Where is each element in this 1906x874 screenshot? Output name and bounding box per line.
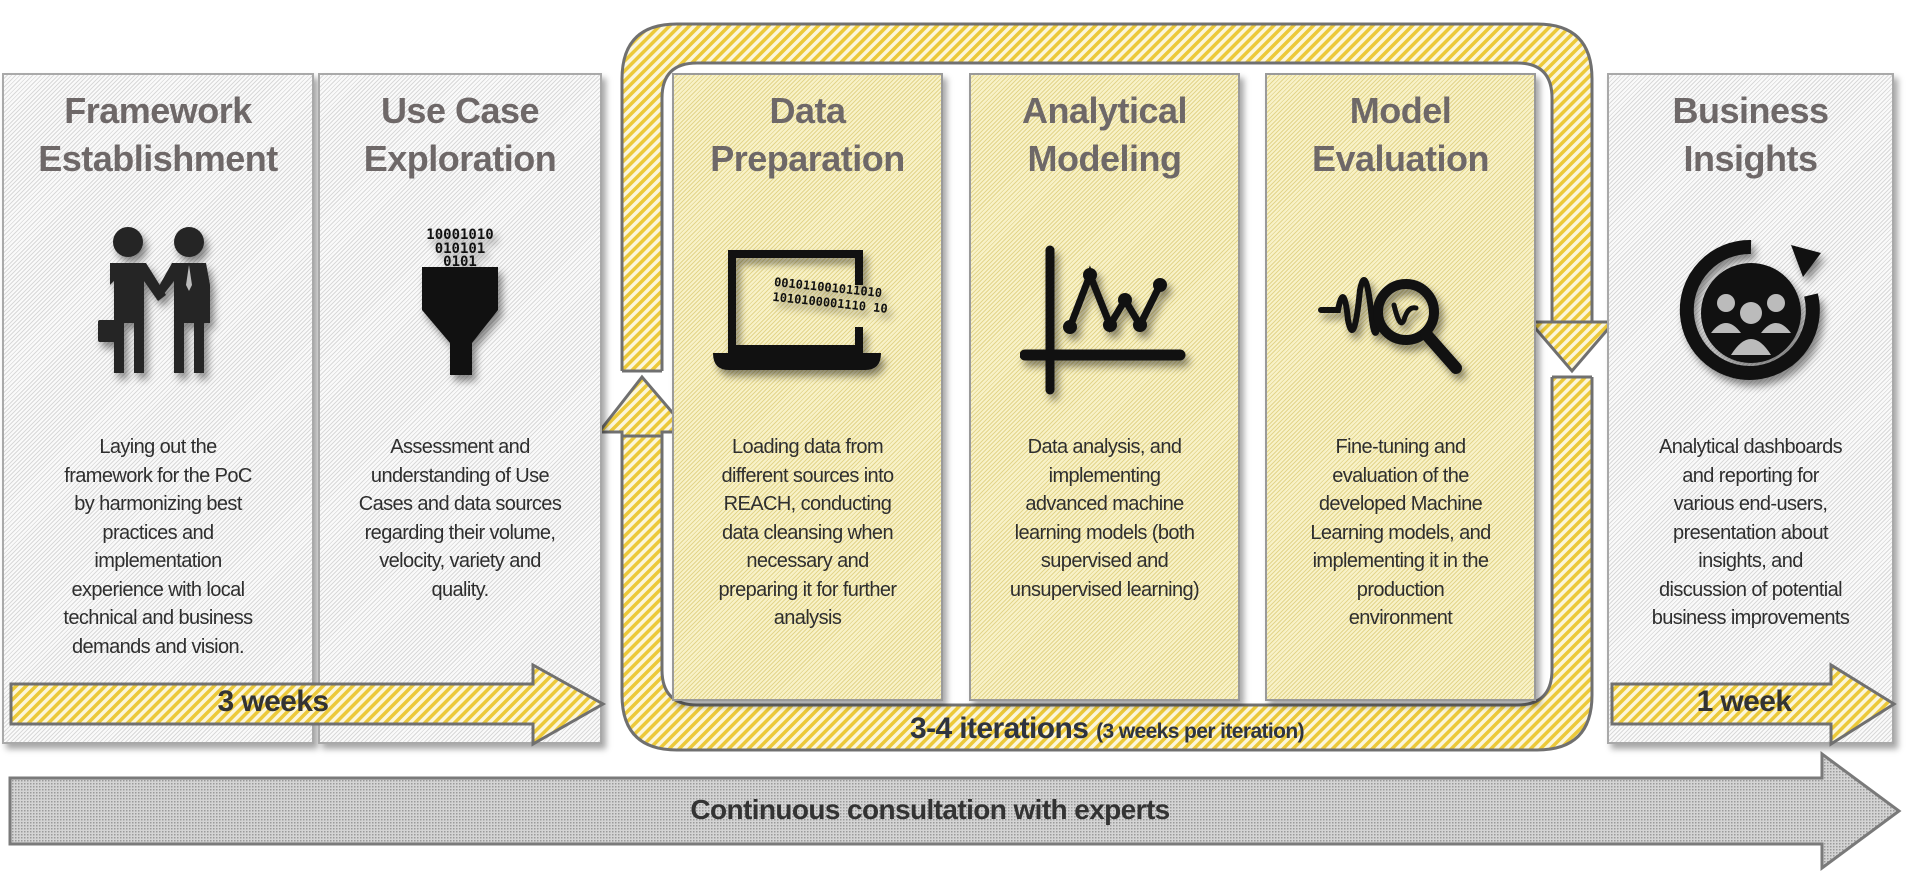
iterations-count: 3-4 iterations <box>909 712 1089 745</box>
signal-magnifier-icon <box>1317 277 1462 374</box>
svg-text:0101: 0101 <box>443 254 477 270</box>
phase-description: Loading data from different sources into… <box>718 436 898 629</box>
loop-down-arrowhead <box>1526 320 1618 374</box>
svg-text:010101: 010101 <box>435 241 486 257</box>
iterations-label: 3-4 iterations (3 weeks per iteration) <box>622 712 1592 746</box>
loop-up-arrowhead <box>595 374 693 438</box>
duration-label-1-week: 1 week <box>1696 685 1792 718</box>
phase-title: Data Preparation <box>710 90 905 179</box>
phase-description: Analytical dashboards and reporting for … <box>1651 436 1850 629</box>
iteration-loop-band <box>620 22 1594 752</box>
duration-label-3-weeks: 3 weeks <box>217 685 330 718</box>
phase-framework-establishment: Framework Establishment Laying out the f… <box>2 73 314 744</box>
phase-model-evaluation: Model Evaluation Fine-tuning and evaluat… <box>1265 73 1536 701</box>
duration-arrow-1-week <box>1610 662 1897 747</box>
phase-description: Data analysis, and implementing advanced… <box>1009 436 1200 601</box>
iterations-detail: (3 weeks per iteration) <box>1096 720 1305 743</box>
handshake-people-icon <box>98 227 210 373</box>
phase-description: Laying out the framework for the PoC by … <box>63 436 253 658</box>
phase-analytical-modeling: Analytical Modeling Data analysis, and i… <box>969 73 1240 701</box>
phase-title: Analytical Modeling <box>1021 90 1188 179</box>
duration-arrow-3-weeks <box>9 662 607 747</box>
phase-business-insights: Business Insights Analytical dashboards … <box>1607 73 1894 744</box>
phase-description: Assessment and understanding of Use Case… <box>358 436 562 601</box>
phase-title: Model Evaluation <box>1311 90 1490 179</box>
svg-text:10001010: 10001010 <box>426 227 493 243</box>
phase-description: Fine-tuning and evaluation of the develo… <box>1310 436 1491 629</box>
phase-title: Use Case Exploration <box>363 90 557 179</box>
phase-title: Business Insights <box>1672 90 1829 179</box>
consultation-arrow <box>8 751 1902 871</box>
phase-use-case-exploration: Use Case Exploration 10001010 010101 0101 … <box>318 73 602 744</box>
consultation-label: Continuous consultation with experts <box>690 794 1170 825</box>
team-cycle-icon <box>1679 239 1821 380</box>
line-chart-icon <box>1019 245 1185 395</box>
phase-title: Framework Establishment <box>38 90 278 179</box>
phase-data-preparation: Data Preparation 001011001011010 10101000… <box>672 73 943 701</box>
